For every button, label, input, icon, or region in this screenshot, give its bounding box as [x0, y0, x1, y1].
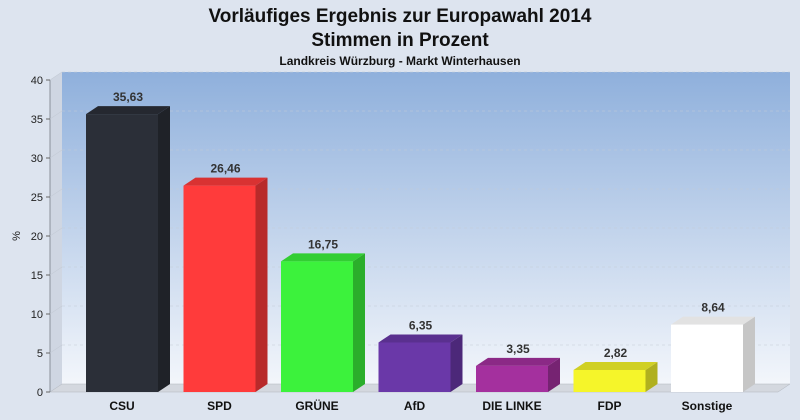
value-label: 35,63 [113, 90, 143, 104]
bar-top [573, 362, 658, 371]
chart-subtitle: Landkreis Würzburg - Markt Winterhausen [279, 54, 520, 68]
bar-top [86, 106, 170, 115]
value-label: 8,64 [701, 301, 725, 315]
bar-side [353, 253, 365, 392]
bar-side [743, 316, 755, 392]
category-label: GRÜNE [295, 398, 338, 413]
bar-top [476, 357, 560, 366]
grid-line-diag [49, 71, 63, 81]
bar-spd [183, 177, 268, 392]
value-label: 26,46 [210, 162, 240, 176]
bar-csu [86, 106, 170, 392]
labels: 35,63 CSU 26,46 SPD 16,75 GRÜNE 6,35 AfD 3,35 DIE… [109, 90, 732, 413]
bar-grüne [281, 253, 365, 392]
y-tick-label: 0 [37, 387, 43, 399]
bar-top [183, 177, 268, 186]
chart-title-line2: Stimmen in Prozent [311, 30, 489, 51]
category-label: FDP [598, 399, 622, 413]
grid-line-diag [49, 149, 63, 159]
category-label: DIE LINKE [482, 399, 541, 413]
bar-fdp [573, 362, 658, 392]
category-label: SPD [207, 399, 232, 413]
value-label: 6,35 [409, 318, 433, 332]
bar-side [158, 106, 170, 392]
chart-title: Vorläufiges Ergebnis zur Europawahl 2014 [209, 6, 592, 27]
category-label: AfD [404, 399, 426, 413]
grid-line-diag [49, 266, 63, 276]
bar-front [573, 370, 646, 392]
bar-top [671, 316, 755, 325]
value-label: 3,35 [506, 342, 530, 356]
y-tick-label: 10 [31, 309, 43, 321]
y-tick-label: 15 [31, 270, 43, 282]
bar-front [671, 324, 743, 392]
bar-top [281, 253, 365, 262]
bar-front [281, 261, 353, 392]
bar-die-linke [476, 357, 560, 392]
bars [86, 106, 755, 392]
grid-layer [49, 71, 790, 354]
grid-line-diag [49, 227, 63, 237]
y-tick-label: 40 [31, 75, 43, 87]
bar-side [255, 177, 268, 392]
bar-side [548, 357, 560, 392]
y-tick-label: 20 [31, 231, 43, 243]
y-tick-label: 30 [31, 153, 43, 165]
category-label: Sonstige [682, 399, 733, 413]
y-axis-label: % [11, 231, 23, 241]
bar-side [645, 362, 658, 392]
y-tick-label: 25 [31, 192, 43, 204]
category-label: CSU [109, 399, 134, 413]
y-tick-label: 5 [37, 348, 43, 360]
value-label: 2,82 [604, 346, 628, 360]
value-label: 16,75 [308, 237, 338, 251]
grid-line-diag [49, 305, 63, 315]
grid-line-diag [49, 344, 63, 354]
bar-sonstige [671, 316, 755, 392]
bar-front [476, 365, 548, 392]
y-tick-label: 35 [31, 114, 43, 126]
bar-front [183, 185, 256, 392]
bar-afd [378, 334, 463, 392]
bar-side [450, 334, 463, 392]
grid-line-diag [49, 188, 63, 198]
y-axis-ticks: 0 5 10 15 20 25 30 35 40 [31, 75, 50, 399]
grid-line-diag [49, 110, 63, 120]
bar-top [378, 334, 463, 343]
bar-front [86, 114, 158, 392]
bar-front [378, 342, 451, 392]
